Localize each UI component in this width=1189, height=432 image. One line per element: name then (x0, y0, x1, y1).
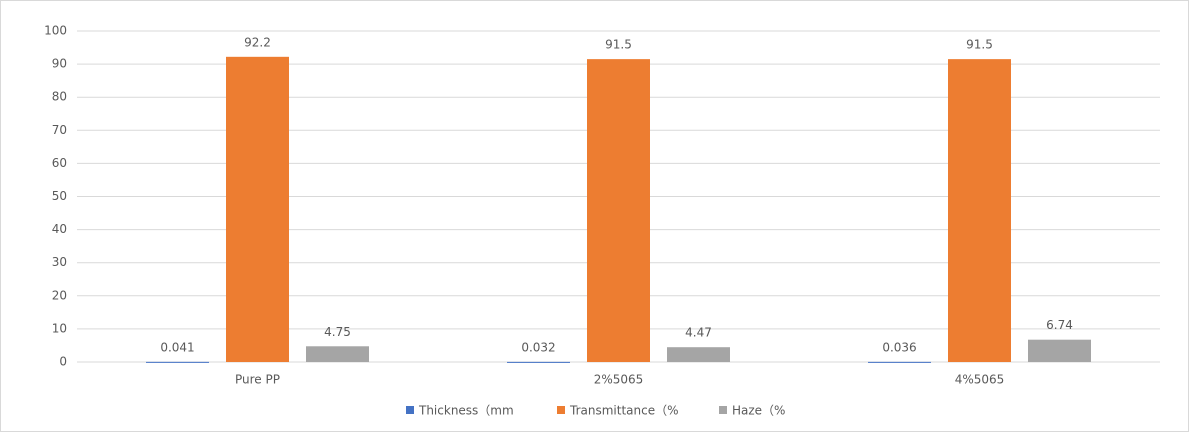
bar (667, 347, 730, 362)
data-label: 0.036 (882, 340, 916, 354)
y-tick-label: 60 (52, 156, 67, 170)
data-label: 0.032 (521, 340, 555, 354)
data-label: 0.041 (160, 340, 194, 354)
data-label: 91.5 (605, 38, 632, 52)
y-tick-label: 80 (52, 90, 67, 104)
data-label: 92.2 (244, 35, 271, 49)
data-label: 4.47 (685, 326, 712, 340)
data-label: 4.75 (324, 325, 351, 339)
y-tick-label: 40 (52, 222, 67, 236)
y-tick-label: 90 (52, 57, 67, 71)
data-label: 91.5 (966, 38, 993, 52)
bar (587, 59, 650, 362)
y-tick-label: 20 (52, 288, 67, 302)
bar (306, 346, 369, 362)
x-tick-label: 4%5065 (955, 373, 1005, 387)
bar (868, 361, 931, 363)
y-tick-label: 10 (52, 321, 67, 335)
y-tick-label: 0 (59, 355, 67, 369)
legend-label: Transmittance（% (569, 404, 679, 418)
y-tick-label: 70 (52, 123, 67, 137)
x-tick-label: Pure PP (235, 373, 280, 387)
bar (1028, 339, 1091, 362)
y-tick-label: 50 (52, 189, 67, 203)
bar (948, 59, 1011, 362)
legend-swatch (719, 406, 727, 414)
data-label: 6.74 (1046, 318, 1073, 332)
y-tick-label: 30 (52, 255, 67, 269)
bar (507, 361, 570, 363)
legend-label: Thickness（mm (418, 404, 514, 418)
legend-swatch (406, 406, 414, 414)
y-tick-label: 100 (44, 24, 67, 38)
bar (226, 56, 289, 363)
legend-swatch (557, 406, 565, 414)
x-tick-label: 2%5065 (594, 373, 644, 387)
bar (146, 361, 209, 363)
legend-label: Haze（% (732, 404, 785, 418)
